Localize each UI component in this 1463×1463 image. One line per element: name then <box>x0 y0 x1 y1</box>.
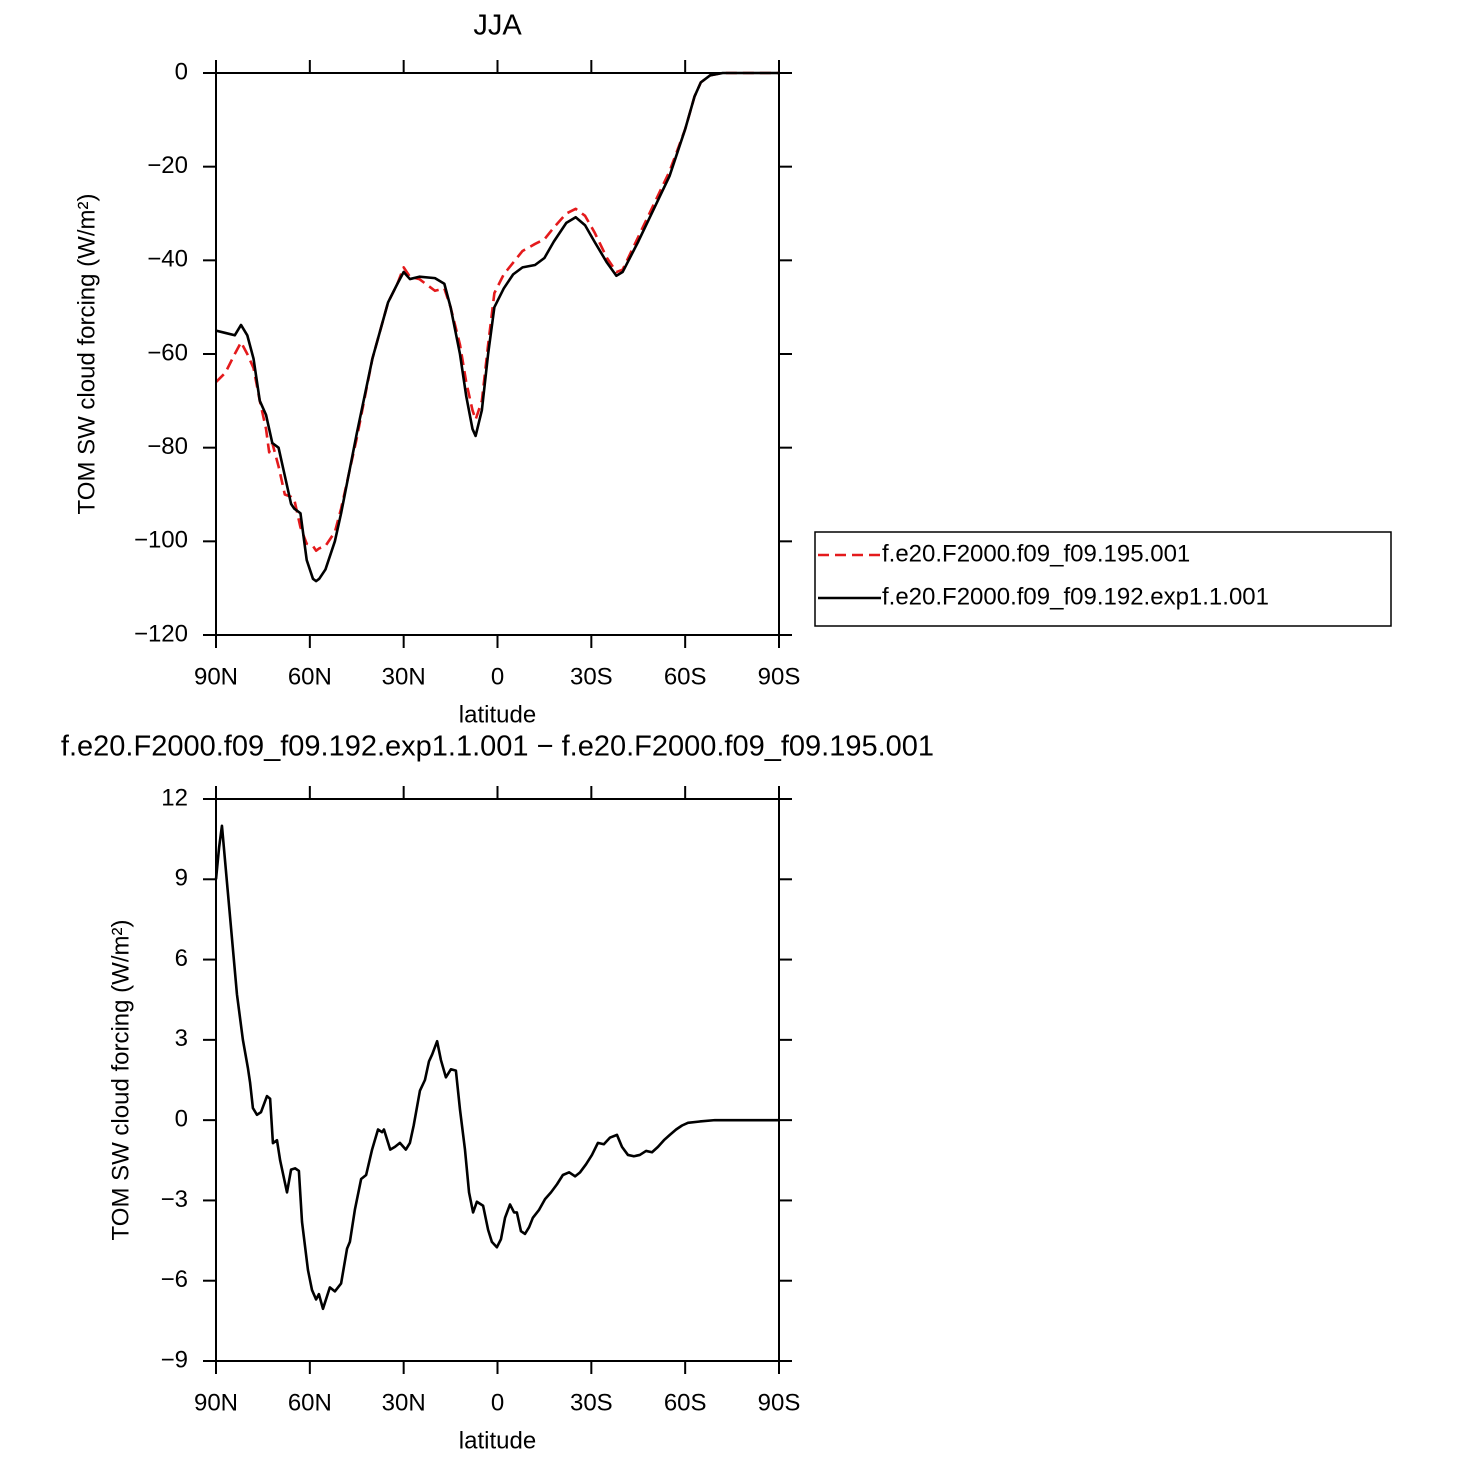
plot-frame <box>215 798 780 1362</box>
y-tick-label: 6 <box>175 945 188 972</box>
x-tick-label: 0 <box>491 663 504 690</box>
legend-label: f.e20.F2000.f09_f09.195.001 <box>882 540 1190 567</box>
y-tick-label: −20 <box>147 152 188 179</box>
x-tick-label: 90S <box>758 1389 801 1416</box>
x-tick-label: 60N <box>288 663 332 690</box>
x-tick-label: 0 <box>491 1389 504 1416</box>
data-line <box>214 824 779 1311</box>
x-tick-label: 30S <box>570 663 613 690</box>
y-tick-label: 3 <box>175 1025 188 1052</box>
x-tick-label: 90N <box>194 1389 238 1416</box>
y-tick-label: −3 <box>161 1186 188 1213</box>
y-axis-label: TOM SW cloud forcing (W/m²) <box>73 194 100 515</box>
chart-title: JJA <box>473 10 522 42</box>
data-line <box>215 71 779 583</box>
y-tick-label: −80 <box>147 433 188 460</box>
y-tick-label: −6 <box>161 1266 188 1293</box>
y-tick-label: −40 <box>147 246 188 273</box>
x-tick-label: 30N <box>382 663 426 690</box>
chart-title: f.e20.F2000.f09_f09.192.exp1.1.001 − f.e… <box>61 731 934 763</box>
y-tick-label: 0 <box>175 58 188 85</box>
y-tick-label: −100 <box>134 527 188 554</box>
x-tick-label: 60S <box>664 1389 707 1416</box>
legend-box <box>814 531 1392 627</box>
y-tick-label: 0 <box>175 1105 188 1132</box>
y-tick-label: 9 <box>175 865 188 892</box>
y-tick-label: −120 <box>134 620 188 647</box>
x-axis-label: latitude <box>459 1427 536 1454</box>
data-line <box>215 71 779 552</box>
y-axis-label: TOM SW cloud forcing (W/m²) <box>107 920 134 1241</box>
x-tick-label: 30S <box>570 1389 613 1416</box>
x-tick-label: 60N <box>288 1389 332 1416</box>
x-tick-label: 60S <box>664 663 707 690</box>
legend-label: f.e20.F2000.f09_f09.192.exp1.1.001 <box>882 583 1269 610</box>
y-tick-label: 12 <box>161 784 188 811</box>
y-tick-label: −60 <box>147 339 188 366</box>
y-tick-label: −9 <box>161 1346 188 1373</box>
x-axis-label: latitude <box>459 701 536 728</box>
x-tick-label: 90N <box>194 663 238 690</box>
plot-frame <box>215 72 780 636</box>
x-tick-label: 30N <box>382 1389 426 1416</box>
x-tick-label: 90S <box>758 663 801 690</box>
